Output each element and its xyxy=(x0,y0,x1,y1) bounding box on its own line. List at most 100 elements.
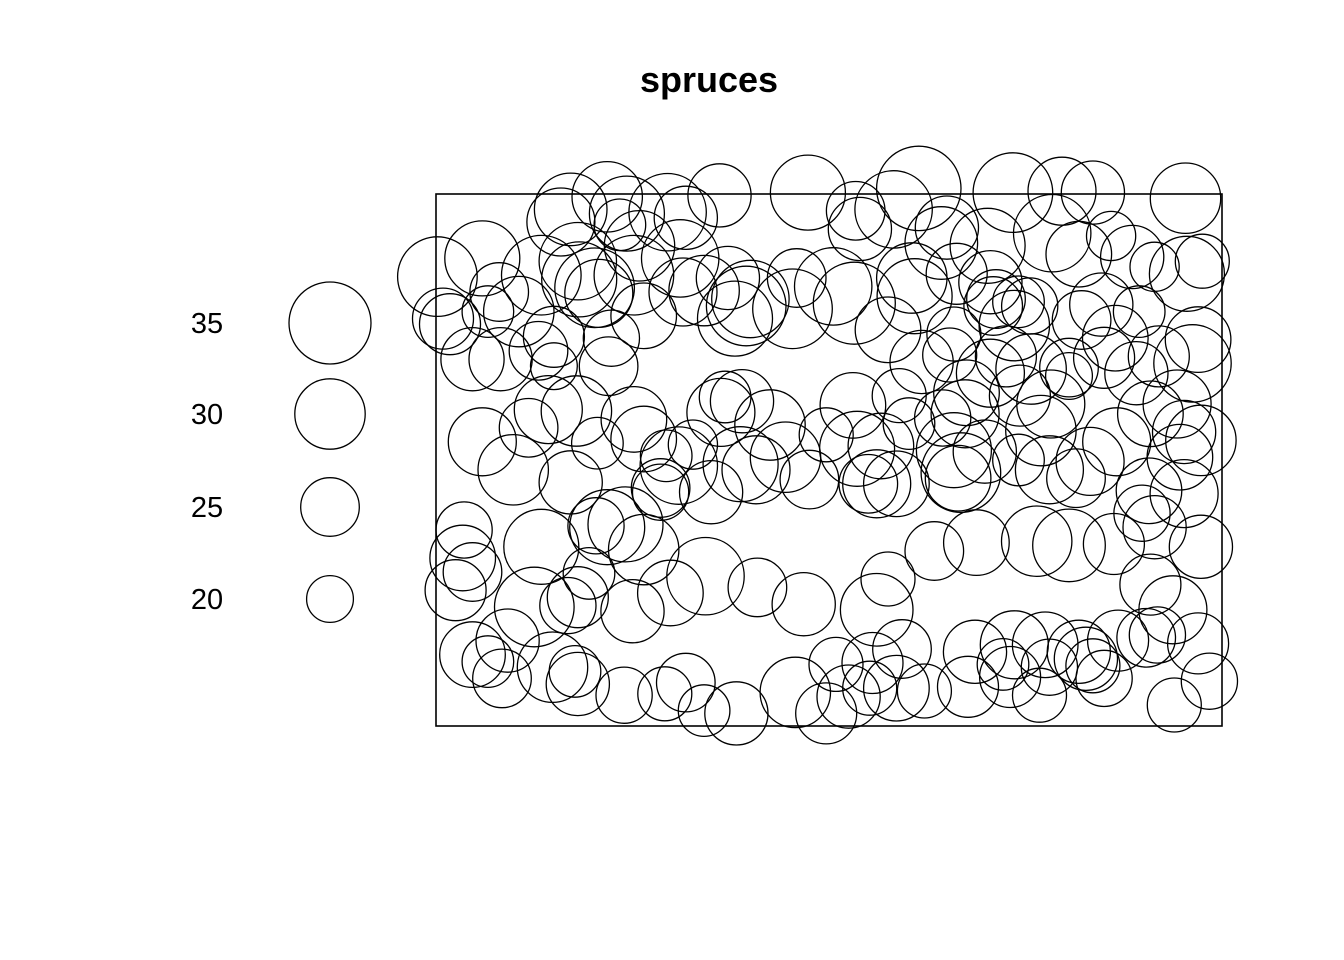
tree-point-192 xyxy=(461,635,515,689)
tree-point-147 xyxy=(567,497,625,555)
tree-point-130 xyxy=(667,419,719,470)
tree-point-106 xyxy=(1055,426,1125,497)
size-legend: 35 30 25 20 xyxy=(191,281,372,624)
tree-point-29 xyxy=(593,234,675,316)
legend-circle-35 xyxy=(288,281,372,365)
tree-point-209 xyxy=(816,664,881,729)
tree-point-112 xyxy=(915,412,993,489)
tree-point-41 xyxy=(687,163,752,228)
legend-label-25: 25 xyxy=(191,492,223,524)
legend-circle-30 xyxy=(294,378,366,450)
tree-point-75 xyxy=(992,275,1045,329)
tree-point-193 xyxy=(808,636,864,693)
tree-point-123 xyxy=(749,421,822,494)
tree-point-156 xyxy=(493,566,575,648)
tree-point-86 xyxy=(1044,351,1094,401)
tree-point-62 xyxy=(1060,160,1126,225)
tree-point-9 xyxy=(610,282,678,350)
tree-point-185 xyxy=(595,666,653,724)
tree-point-189 xyxy=(472,648,532,709)
tree-point-162 xyxy=(771,571,836,637)
tree-point-199 xyxy=(1011,611,1079,679)
tree-point-110 xyxy=(952,419,1018,484)
tree-point-90 xyxy=(1081,304,1149,372)
tree-point-33 xyxy=(705,265,787,347)
tree-point-68 xyxy=(966,269,1026,329)
tree-point-201 xyxy=(1086,609,1150,672)
tree-point-25 xyxy=(461,285,515,339)
tree-point-126 xyxy=(702,426,779,503)
tree-point-116 xyxy=(842,449,912,519)
tree-point-37 xyxy=(812,261,896,345)
tree-point-61 xyxy=(1085,210,1137,262)
tree-point-141 xyxy=(540,375,613,447)
tree-point-146 xyxy=(538,450,603,515)
tree-point-18 xyxy=(554,247,636,329)
tree-point-65 xyxy=(972,152,1054,234)
tree-point-143 xyxy=(498,397,559,458)
legend-circle-20 xyxy=(305,574,355,624)
legend-label-30: 30 xyxy=(191,399,223,431)
tree-point-20 xyxy=(411,287,475,350)
tree-point-191 xyxy=(475,608,540,673)
tree-point-167 xyxy=(1000,505,1073,578)
tree-point-210 xyxy=(677,684,731,738)
tree-point-22 xyxy=(469,262,530,322)
tree-point-122 xyxy=(779,449,840,510)
tree-point-74 xyxy=(974,325,1038,388)
tree-point-44 xyxy=(588,175,666,252)
tree-point-17 xyxy=(541,241,618,318)
tree-point-30 xyxy=(668,254,740,327)
tree-point-70 xyxy=(876,258,953,335)
tree-point-96 xyxy=(1142,369,1212,439)
tree-point-55 xyxy=(1112,285,1166,339)
tree-point-184 xyxy=(637,666,693,722)
tree-point-134 xyxy=(630,458,691,518)
tree-point-97 xyxy=(1151,399,1217,465)
tree-point-103 xyxy=(1122,494,1187,560)
tree-point-182 xyxy=(704,681,769,746)
tree-point-124 xyxy=(734,389,806,461)
tree-point-171 xyxy=(1138,575,1208,645)
tree-point-108 xyxy=(1014,435,1085,505)
tree-point-205 xyxy=(1146,677,1202,733)
tree-point-187 xyxy=(548,644,602,698)
tree-point-10 xyxy=(582,309,641,367)
tree-point-7 xyxy=(648,257,718,327)
tree-point-142 xyxy=(513,374,583,445)
tree-point-78 xyxy=(913,389,972,447)
tree-point-45 xyxy=(769,154,847,231)
tree-point-2 xyxy=(593,198,647,252)
tree-point-183 xyxy=(655,652,716,713)
tree-point-32 xyxy=(696,280,774,357)
tree-point-76 xyxy=(854,296,922,364)
tree-point-157 xyxy=(546,566,609,629)
chart-title: spruces xyxy=(640,59,778,100)
tree-point-63 xyxy=(1027,156,1097,226)
tree-point-207 xyxy=(1065,638,1121,694)
tree-point-136 xyxy=(587,486,664,563)
tree-point-67 xyxy=(958,249,1023,315)
tree-point-158 xyxy=(600,578,665,644)
tree-point-138 xyxy=(610,405,678,473)
tree-point-94 xyxy=(1104,340,1169,406)
tree-point-129 xyxy=(639,426,719,505)
tree-point-49 xyxy=(963,276,1024,336)
legend-circle-25 xyxy=(300,477,360,537)
tree-point-79 xyxy=(882,397,936,451)
tree-point-19 xyxy=(418,293,482,356)
tree-point-57 xyxy=(1129,241,1180,293)
tree-point-125 xyxy=(709,368,775,434)
tree-point-105 xyxy=(1082,407,1152,477)
tree-point-71 xyxy=(925,242,988,305)
tree-point-196 xyxy=(942,619,1008,685)
tree-point-59 xyxy=(1174,233,1230,289)
tree-point-114 xyxy=(924,444,992,512)
tree-point-89 xyxy=(1072,326,1136,389)
tree-point-137 xyxy=(607,513,680,586)
tree-point-161 xyxy=(727,557,788,618)
tree-point-190 xyxy=(439,621,506,689)
tree-point-121 xyxy=(798,407,854,463)
tree-point-81 xyxy=(889,329,954,395)
